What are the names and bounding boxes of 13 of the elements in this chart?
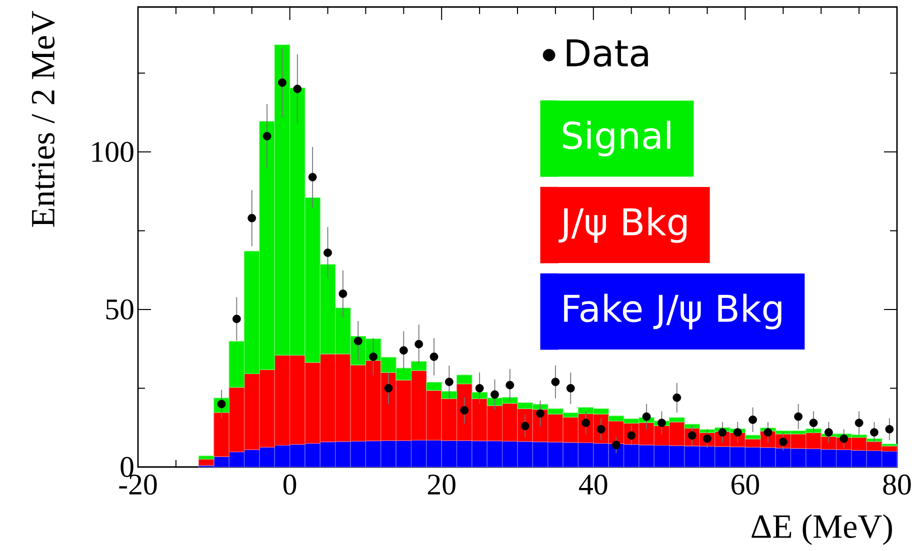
- y-tick-label: 50: [106, 299, 134, 320]
- x-axis-title: ΔE (MeV): [752, 514, 892, 545]
- x-tick-label: 0: [283, 474, 296, 495]
- x-tick-label: 40: [579, 474, 608, 495]
- x-tick-label: 80: [883, 474, 911, 495]
- legend-label: Signal: [562, 120, 670, 156]
- x-tick-label: 60: [732, 474, 760, 495]
- legend-label: Data: [566, 39, 648, 67]
- x-tick-label: 20: [428, 474, 456, 495]
- legend-label: J/ψ Bkg: [558, 207, 686, 243]
- y-tick-label: 100: [92, 142, 134, 162]
- legend-label: Fake J/ψ Bkg: [564, 294, 782, 330]
- y-axis-title: Entries / 2 MeV: [32, 10, 55, 227]
